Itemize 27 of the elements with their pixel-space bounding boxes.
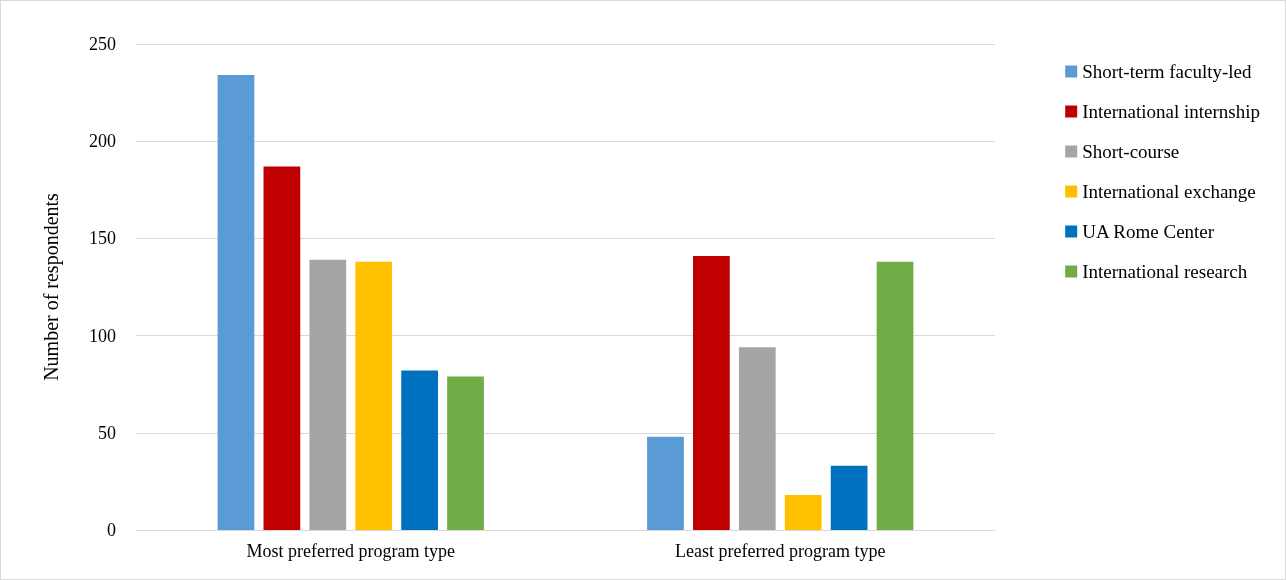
x-tick-label: Most preferred program type — [246, 541, 455, 561]
bar — [738, 347, 776, 530]
legend-label: UA Rome Center — [1082, 221, 1215, 242]
legend-label: Short-term faculty-led — [1082, 61, 1253, 82]
legend-label: Short-course — [1082, 141, 1180, 162]
bar — [647, 436, 684, 530]
bar — [784, 495, 822, 530]
y-tick-label: 50 — [98, 422, 116, 443]
y-axis-title: Number of respondents — [40, 192, 63, 381]
legend-label: International research — [1082, 261, 1248, 282]
y-tick-label: 250 — [89, 34, 116, 54]
bar — [217, 75, 255, 530]
y-tick-label: 150 — [89, 228, 116, 249]
x-tick-label: Least preferred program type — [675, 541, 886, 561]
legend-label: International exchange — [1082, 181, 1256, 202]
bar — [355, 261, 393, 530]
bar — [693, 255, 730, 530]
y-tick-label: 100 — [89, 325, 116, 346]
y-tick-label: 200 — [89, 131, 116, 152]
bar — [263, 166, 301, 530]
legend-label: International internship — [1082, 101, 1260, 122]
bar — [830, 465, 868, 530]
bar — [401, 370, 438, 530]
bar — [309, 259, 347, 530]
bar — [876, 261, 914, 530]
bar — [447, 376, 484, 530]
y-tick-label: 0 — [107, 520, 116, 540]
